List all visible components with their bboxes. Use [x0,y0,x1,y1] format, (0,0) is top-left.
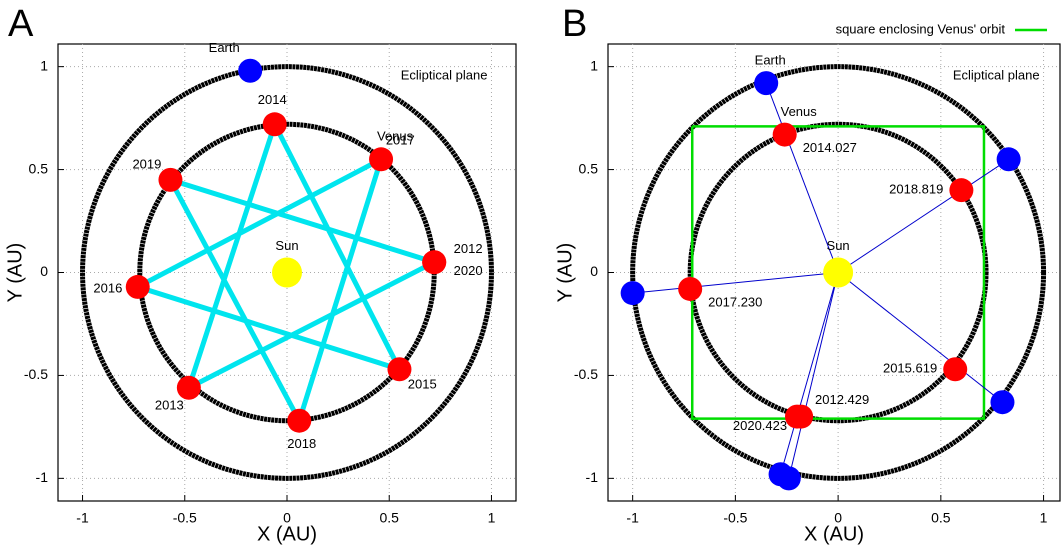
sun-label: Sun [827,238,850,253]
venus-marker [949,178,974,203]
x-tick-label: -0.5 [173,510,197,526]
y-tick-label: 1 [40,57,48,73]
orbit [80,64,494,481]
point-label: 2014 [258,92,287,107]
earth-marker [990,390,1015,415]
point-label: 2017.230 [708,294,762,309]
venus-marker [678,276,703,301]
square [690,125,986,420]
point-label: 2015.619 [883,361,937,376]
point-label: 2014.027 [803,140,857,155]
point-label: 2020.423 [733,418,787,433]
y-tick-label: -1 [586,469,599,485]
panel-label: B [562,3,587,45]
y-tick-label: 1 [590,57,598,73]
earth-marker [776,466,801,491]
venus-marker [176,375,201,400]
x-tick-label: 0.5 [931,510,951,526]
y-tick-label: 0 [590,263,598,279]
point-label: 2012.429 [815,392,869,407]
y-tick-label: 0.5 [29,160,49,176]
x-tick-label: 0.5 [379,510,399,526]
venus-marker [789,404,814,429]
earth-marker [620,281,645,306]
venus-marker [943,357,968,382]
ray [837,272,1003,403]
orbit [687,121,989,424]
sun [823,257,854,288]
y-axis-label: Y (AU) [554,243,576,303]
earth-label: Earth [209,40,240,55]
y-axis-label: Y (AU) [4,243,26,303]
earth-marker [754,71,779,96]
earth-marker [996,147,1021,172]
venus-marker [287,408,312,433]
point-label: 2015 [408,376,437,391]
earth-marker [238,58,263,83]
point-label: 2012 [454,241,483,256]
venus-marker [772,122,797,147]
y-tick-label: -0.5 [574,366,598,382]
y-tick-label: 0 [40,263,48,279]
x-tick-label: 1 [1040,510,1048,526]
ray [788,272,839,479]
annotation: Ecliptical plane [953,67,1040,82]
panel-label: A [8,3,34,45]
venus-marker [125,274,150,299]
x-axis-label: X (AU) [257,523,317,545]
earth-label: Earth [755,53,786,68]
x-tick-label: 1 [488,510,496,526]
x-tick-label: 0 [283,510,291,526]
ray [780,272,839,475]
point-label: 2017 [386,132,415,147]
venus-label: Venus [377,129,414,144]
point-label: 2016 [93,281,122,296]
sun-label: Sun [275,238,298,253]
ray [837,158,1009,273]
venus-marker [369,147,394,172]
orbit [630,64,1047,481]
point-label: 2013 [155,397,184,412]
point-label: 2019 [132,156,161,171]
y-tick-label: -1 [36,469,49,485]
annotation: Ecliptical plane [401,67,488,82]
point-label: 2018.819 [889,182,943,197]
venus-marker [422,250,447,275]
point-label: 2020 [454,263,483,278]
point-label: 2018 [287,436,316,451]
x-tick-label: -0.5 [723,510,747,526]
x-axis-label: X (AU) [804,523,864,545]
legend-label: square enclosing Venus' orbit [836,21,1006,36]
y-tick-label: -0.5 [24,366,48,382]
venus-marker [387,357,412,382]
x-tick-label: 0 [834,510,842,526]
sun [272,257,302,288]
x-tick-label: -1 [626,510,639,526]
x-tick-label: -1 [76,510,89,526]
venus-marker [158,167,183,192]
ray [765,82,839,273]
venus-label: Venus [781,104,818,119]
venus-marker [262,112,287,137]
y-tick-label: 0.5 [579,160,599,176]
ray [632,272,839,294]
